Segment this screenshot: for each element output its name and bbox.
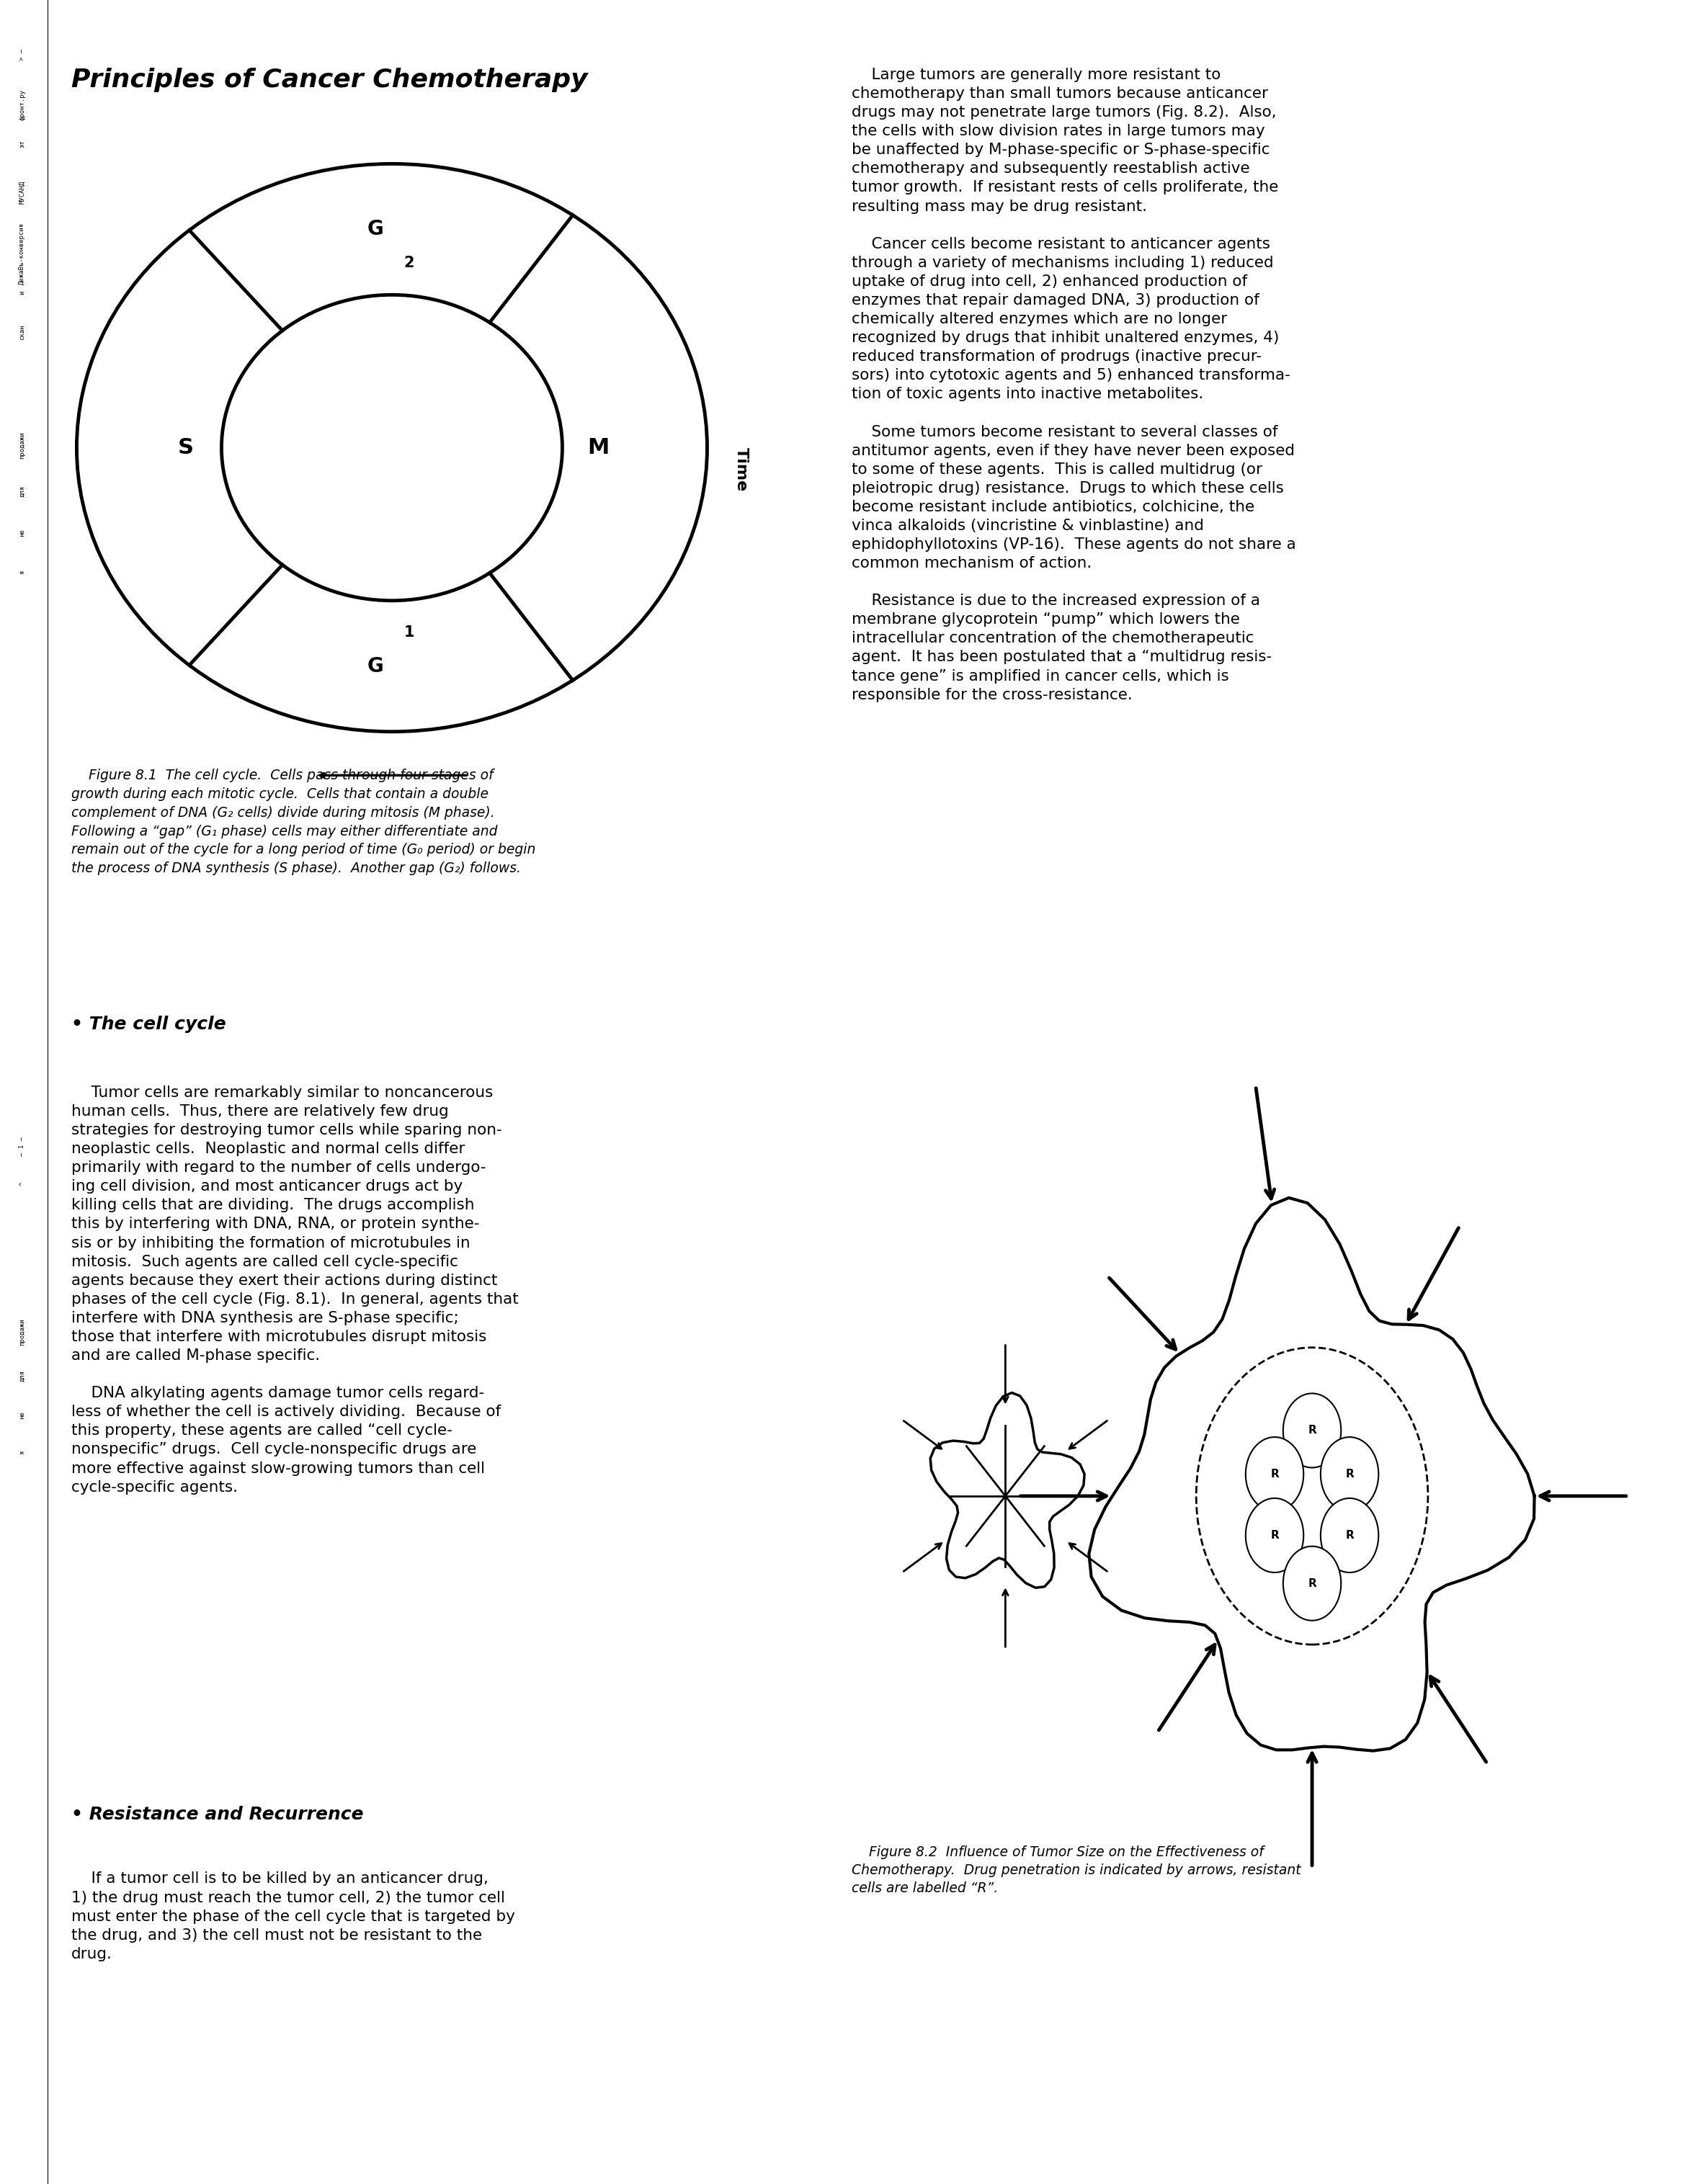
Circle shape [1246,1498,1304,1572]
Text: S: S [177,437,194,459]
Text: продажи: продажи [19,432,26,459]
Circle shape [1321,1498,1379,1572]
Text: Time: Time [734,448,748,491]
Text: R: R [1309,1426,1315,1435]
Text: $\mathbf{1}$: $\mathbf{1}$ [404,625,414,640]
Text: эт: эт [19,140,26,149]
Text: для: для [19,1369,26,1382]
Text: продажи: продажи [19,1319,26,1345]
Text: Principles of Cancer Chemotherapy: Principles of Cancer Chemotherapy [72,68,588,92]
Text: не: не [19,1411,26,1420]
Text: и: и [19,290,26,295]
Text: ^: ^ [19,1182,26,1186]
Text: – 1 –: – 1 – [19,1138,26,1155]
Text: • The cell cycle: • The cell cycle [72,1016,227,1033]
Text: не: не [19,529,26,537]
Text: R: R [1309,1579,1315,1588]
Circle shape [1283,1546,1341,1621]
Text: R: R [1346,1531,1353,1540]
Text: $\mathbf{G}$: $\mathbf{G}$ [366,655,383,677]
Text: Tumor cells are remarkably similar to noncancerous
human cells.  Thus, there are: Tumor cells are remarkably similar to no… [72,1085,518,1494]
Circle shape [1283,1393,1341,1468]
Text: $\mathbf{G}$: $\mathbf{G}$ [366,218,383,240]
Circle shape [1246,1437,1304,1511]
Text: > –: > – [19,48,26,61]
Text: $\mathbf{2}$: $\mathbf{2}$ [404,256,414,271]
Text: Figure 8.1  The cell cycle.  Cells pass through four stages of
growth during eac: Figure 8.1 The cell cycle. Cells pass th… [72,769,535,876]
Text: If a tumor cell is to be killed by an anticancer drug,
1) the drug must reach th: If a tumor cell is to be killed by an an… [72,1872,515,1961]
Text: R: R [1346,1470,1353,1479]
Text: скан: скан [19,323,26,341]
Text: Figure 8.2  Influence of Tumor Size on the Effectiveness of
Chemotherapy.  Drug : Figure 8.2 Influence of Tumor Size on th… [852,1845,1302,1896]
Circle shape [1321,1437,1379,1511]
Text: R: R [1271,1531,1278,1540]
Text: фронт.ру: фронт.ру [19,90,26,120]
Text: • Resistance and Recurrence: • Resistance and Recurrence [72,1806,365,1824]
Text: я: я [19,570,26,574]
Text: R: R [1271,1470,1278,1479]
Text: ДежаВъ-конверсия: ДежаВъ-конверсия [19,223,26,284]
Text: я: я [19,1450,26,1455]
Text: для: для [19,485,26,498]
Text: МУСАНД: МУСАНД [19,181,26,203]
Text: Large tumors are generally more resistant to
chemotherapy than small tumors beca: Large tumors are generally more resistan… [852,68,1297,701]
Text: M: M [588,437,610,459]
